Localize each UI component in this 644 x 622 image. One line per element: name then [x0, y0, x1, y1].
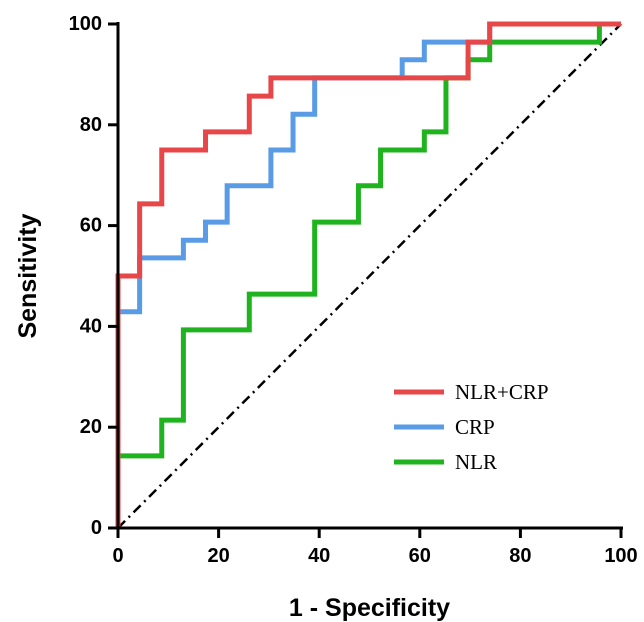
- y-tick-label: 80: [80, 114, 102, 136]
- x-tick-label: 40: [308, 545, 330, 567]
- x-tick-label: 60: [409, 545, 431, 567]
- x-tick-label: 0: [112, 545, 123, 567]
- y-tick-label: 60: [80, 215, 102, 237]
- y-tick-label: 40: [80, 315, 102, 337]
- reference-diagonal-line: [117, 23, 622, 529]
- x-tick-label: 20: [207, 545, 229, 567]
- x-axis-title: 1 - Specificity: [289, 594, 450, 622]
- legend-label: NLR: [455, 450, 497, 474]
- x-tick-label: 100: [604, 545, 637, 567]
- y-tick-label: 20: [80, 416, 102, 438]
- y-axis-title: Sensitivity: [14, 213, 42, 338]
- series-line-nlr: [115, 21, 621, 528]
- x-tick-label: 80: [509, 545, 531, 567]
- y-tick-label: 100: [69, 13, 102, 35]
- series-line-nlr-crp: [115, 21, 621, 528]
- series-line-crp: [115, 21, 621, 528]
- legend-label: NLR+CRP: [455, 380, 549, 404]
- legend-label: CRP: [455, 415, 495, 439]
- y-tick-label: 0: [91, 517, 102, 539]
